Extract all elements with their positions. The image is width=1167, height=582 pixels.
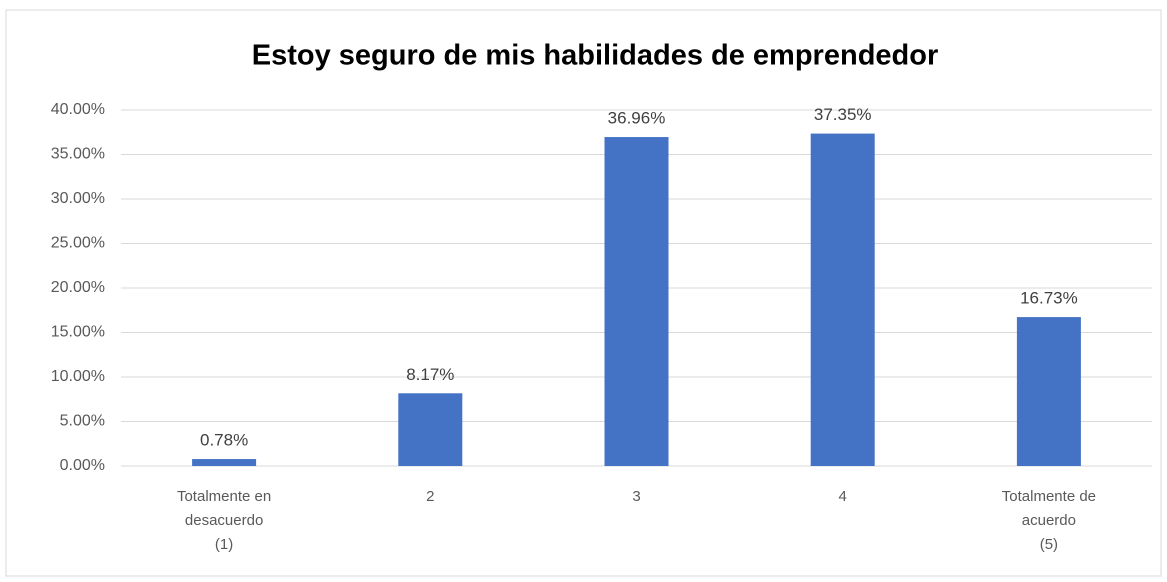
- data-label: 16.73%: [1020, 289, 1078, 308]
- data-label: 8.17%: [406, 365, 454, 384]
- data-label: 0.78%: [200, 431, 248, 450]
- y-tick-label: 35.00%: [51, 146, 105, 163]
- y-tick-label: 10.00%: [51, 368, 105, 385]
- bar: [604, 137, 669, 466]
- chart-title: Estoy seguro de mis habilidades de empre…: [252, 40, 939, 72]
- x-tick-label: Totalmente en desacuerdo (1): [177, 488, 271, 553]
- x-tick-label: 3: [632, 488, 640, 505]
- y-tick-label: 20.00%: [51, 279, 105, 296]
- y-tick-label: 30.00%: [51, 190, 105, 207]
- x-tick-label: 4: [839, 488, 847, 505]
- chart-border: [5, 9, 1162, 577]
- data-label: 36.96%: [608, 109, 666, 128]
- y-tick-label: 5.00%: [60, 413, 105, 430]
- bar: [398, 393, 463, 466]
- bar: [192, 459, 257, 466]
- y-tick-label: 15.00%: [51, 324, 105, 341]
- data-label: 37.35%: [814, 105, 872, 124]
- x-tick-label: Totalmente de acuerdo (5): [1002, 488, 1096, 553]
- y-tick-label: 25.00%: [51, 235, 105, 252]
- bar: [1016, 317, 1081, 466]
- y-tick-label: 0.00%: [60, 457, 105, 474]
- y-tick-label: 40.00%: [51, 101, 105, 118]
- bar: [810, 133, 875, 466]
- x-tick-label: 2: [426, 488, 434, 505]
